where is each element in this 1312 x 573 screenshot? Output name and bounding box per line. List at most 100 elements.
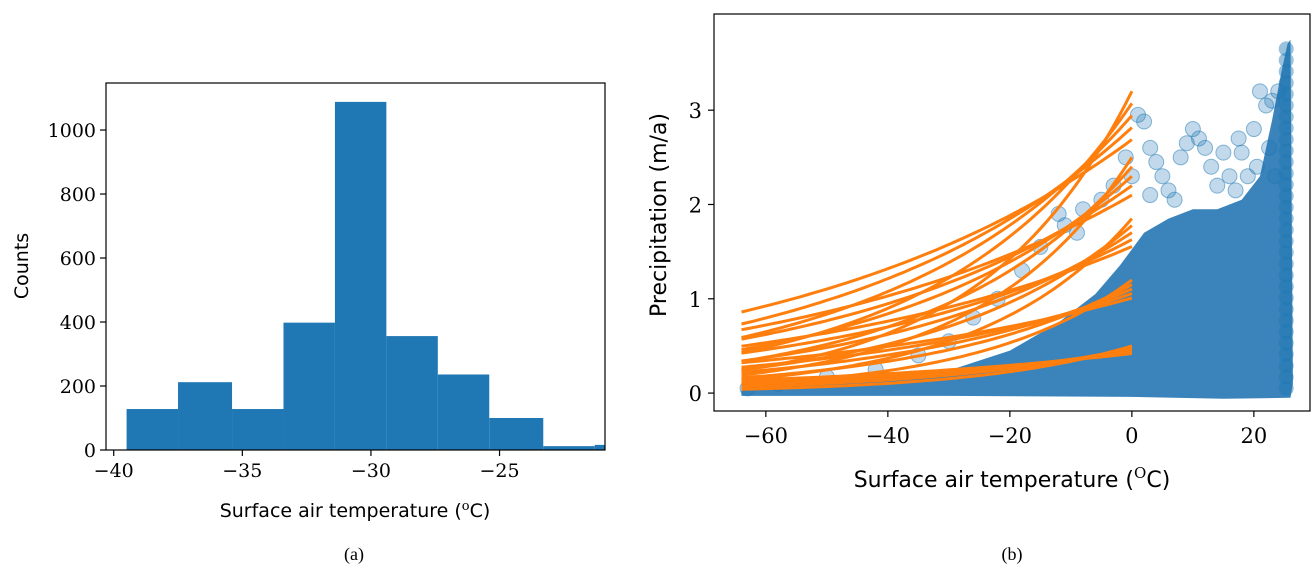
scatter-y-tick-label: 1 xyxy=(689,288,702,312)
scatter-point xyxy=(1278,346,1294,362)
histogram-bar xyxy=(594,444,605,450)
scatter-x-tick-label: −20 xyxy=(988,424,1032,448)
scatter-point xyxy=(1142,187,1159,204)
scatter-point xyxy=(1227,182,1244,199)
scatter-point xyxy=(1230,130,1247,147)
scatter-point xyxy=(1278,154,1294,170)
scatter-point xyxy=(1278,222,1294,238)
histogram-bar xyxy=(283,322,335,450)
scatter-point xyxy=(1278,245,1294,261)
scatter-panel: −60 −40 −20 0 20 0 1 2 3 Surface air temperatur… xyxy=(647,13,1311,565)
scatter-point xyxy=(1197,139,1214,156)
scatter-density-region xyxy=(741,39,1293,399)
fit-curve-lower xyxy=(741,184,1133,341)
scatter-point xyxy=(1278,324,1294,340)
histogram-bar xyxy=(386,336,438,450)
histogram-bar xyxy=(334,101,387,451)
scatter-y-tick-label: 3 xyxy=(689,99,702,123)
scatter-point xyxy=(1278,143,1294,159)
scatter-point xyxy=(1166,191,1183,208)
histogram-y-tick-label: 1000 xyxy=(48,120,96,142)
scatter-y-tick-label: 2 xyxy=(689,193,702,217)
histogram-bar xyxy=(543,446,595,450)
histogram-bar xyxy=(126,409,179,450)
scatter-y-axis-label: Precipitation (m/a) xyxy=(647,113,672,317)
scatter-point xyxy=(1209,177,1226,194)
scatter-x-axis-label: Surface air temperature (OC) xyxy=(854,464,1171,493)
scatter-point xyxy=(1248,158,1265,175)
scatter-point xyxy=(1203,158,1220,175)
scatter-point xyxy=(1278,380,1294,396)
scatter-point xyxy=(1261,139,1278,156)
scatter-point xyxy=(1215,144,1232,161)
scatter-point xyxy=(1233,144,1250,161)
scatter-x-tick-label: −60 xyxy=(744,424,788,448)
histogram-y-tick-label: 200 xyxy=(60,376,96,398)
scatter-point xyxy=(1142,139,1159,156)
histogram-x-tick-label: −30 xyxy=(351,460,391,482)
scatter-point xyxy=(1278,52,1294,68)
fit-curve-lower xyxy=(741,138,1133,314)
scatter-point xyxy=(1278,64,1294,80)
fit-curves xyxy=(741,90,1134,391)
scatter-x-tick-label: −40 xyxy=(866,424,910,448)
histogram-bar xyxy=(489,418,544,450)
histogram-x-axis-label: Surface air temperature (oC) xyxy=(220,499,491,522)
scatter-point xyxy=(1278,41,1294,57)
scatter-x-tick-label: 20 xyxy=(1241,424,1268,448)
scatter-axes-frame xyxy=(713,13,1311,412)
scatter-point xyxy=(1190,130,1207,147)
scatter-x-tick-label: 0 xyxy=(1125,424,1138,448)
scatter-point xyxy=(1172,149,1189,166)
scatter-point xyxy=(1136,113,1153,130)
scatter-point xyxy=(1245,121,1262,138)
scatter-point xyxy=(1178,135,1195,152)
scatter-point xyxy=(1278,256,1294,272)
caption-a: (a) xyxy=(344,544,364,565)
fit-curve-lower xyxy=(741,296,1133,365)
scatter-x-ticks: −60 −40 −20 0 20 xyxy=(744,411,1268,448)
histogram-y-tick-label: 0 xyxy=(84,440,96,462)
scatter-point xyxy=(1278,165,1294,181)
scatter-point xyxy=(1278,233,1294,249)
scatter-point xyxy=(1278,188,1294,204)
fit-curve-lower xyxy=(741,126,1133,326)
histogram-x-tick-label: −25 xyxy=(479,460,519,482)
histogram-y-tick-label: 800 xyxy=(60,184,96,206)
fit-curve-lower xyxy=(741,193,1133,332)
scatter-point xyxy=(1160,182,1177,199)
histogram-y-tick-label: 600 xyxy=(60,248,96,270)
scatter-density-cloud xyxy=(741,39,1293,399)
scatter-point xyxy=(1278,211,1294,227)
scatter-point xyxy=(1278,177,1294,193)
scatter-point xyxy=(1221,168,1238,185)
histogram-x-tick-label: −40 xyxy=(94,460,134,482)
fit-curve-upper xyxy=(741,344,1133,391)
caption-b: (b) xyxy=(1002,544,1023,565)
scatter-point xyxy=(1278,358,1294,374)
scatter-point xyxy=(1148,154,1165,171)
scatter-point xyxy=(1278,75,1294,91)
histogram-bar xyxy=(178,382,233,450)
scatter-y-ticks: 0 1 2 3 xyxy=(689,99,714,406)
scatter-point xyxy=(1278,199,1294,215)
scatter-point xyxy=(1264,92,1281,109)
scatter-point xyxy=(1278,97,1294,113)
scatter-point xyxy=(1270,83,1287,100)
scatter-point xyxy=(1267,168,1284,185)
scatter-point xyxy=(1278,335,1294,351)
histogram-axes-frame xyxy=(105,82,606,451)
scatter-point xyxy=(1278,109,1294,125)
scatter-point xyxy=(1184,121,1201,138)
scatter-point xyxy=(1278,120,1294,136)
scatter-point xyxy=(1278,312,1294,328)
scatter-point xyxy=(1278,131,1294,147)
scatter-y-tick-label: 0 xyxy=(689,382,702,406)
histogram-bar xyxy=(232,409,284,450)
histogram-y-axis-label: Counts xyxy=(11,233,33,299)
scatter-point xyxy=(1251,83,1268,100)
scatter-point xyxy=(1278,369,1294,385)
scatter-point xyxy=(1278,267,1294,283)
histogram-x-tick-label: −35 xyxy=(222,460,262,482)
